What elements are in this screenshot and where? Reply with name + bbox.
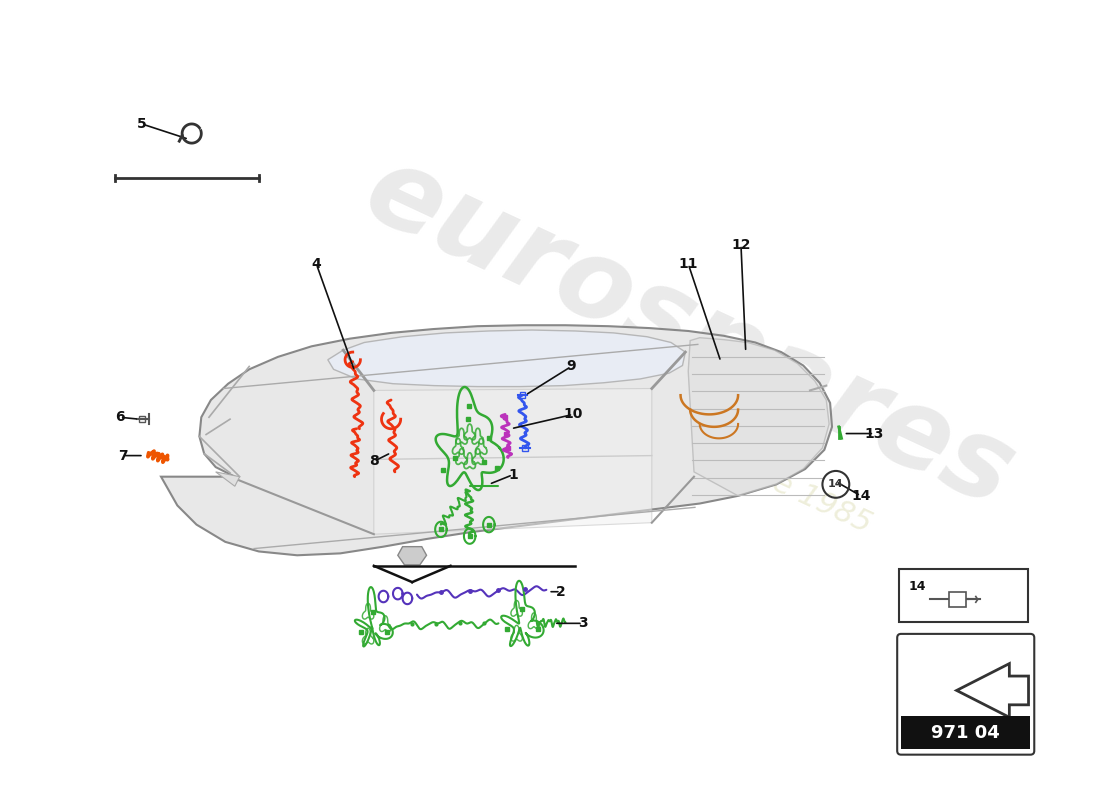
FancyBboxPatch shape	[898, 634, 1034, 754]
Bar	[949, 592, 966, 607]
Polygon shape	[957, 663, 1028, 718]
Bar	[519, 392, 526, 398]
Text: 4: 4	[311, 257, 321, 271]
Bar	[522, 445, 528, 451]
Polygon shape	[161, 326, 832, 555]
Text: 8: 8	[368, 454, 378, 468]
Text: 14: 14	[851, 489, 870, 503]
Polygon shape	[374, 389, 652, 534]
FancyBboxPatch shape	[899, 569, 1027, 622]
Text: 1: 1	[508, 468, 518, 482]
Text: eurospares: eurospares	[349, 136, 1031, 530]
Text: 3: 3	[578, 616, 587, 630]
Text: 14: 14	[909, 580, 926, 594]
Text: 2: 2	[556, 585, 565, 598]
Text: 12: 12	[732, 238, 750, 252]
Text: 11: 11	[679, 257, 699, 271]
Polygon shape	[398, 546, 427, 565]
Text: a passion for parts since 1985: a passion for parts since 1985	[447, 318, 877, 539]
Text: 14: 14	[828, 479, 844, 490]
Text: 971 04: 971 04	[931, 724, 1000, 742]
Polygon shape	[689, 338, 829, 496]
Text: 6: 6	[116, 410, 124, 424]
Bar	[139, 416, 145, 422]
Text: 9: 9	[566, 359, 576, 374]
FancyBboxPatch shape	[901, 716, 1031, 749]
Text: 7: 7	[118, 449, 128, 462]
Text: 13: 13	[865, 426, 884, 441]
Polygon shape	[328, 330, 685, 386]
Text: 10: 10	[563, 407, 583, 422]
Text: 5: 5	[138, 117, 146, 131]
Polygon shape	[216, 472, 240, 486]
